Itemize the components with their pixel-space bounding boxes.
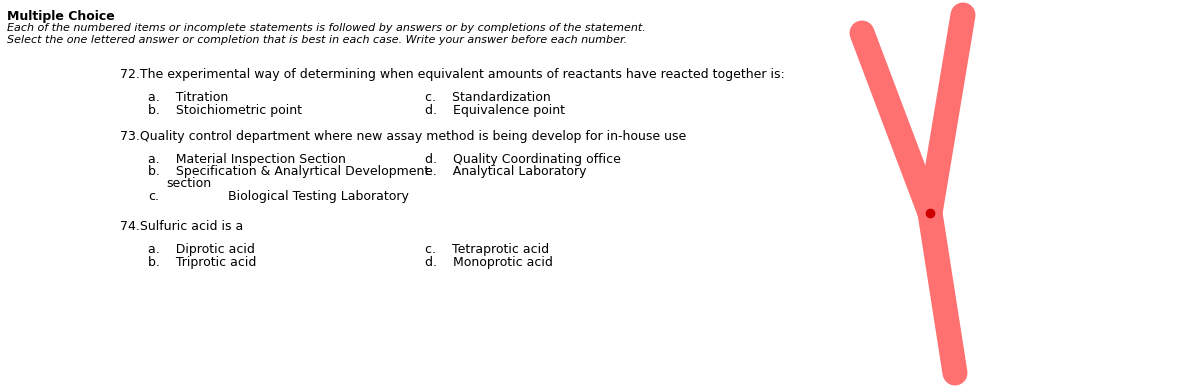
Text: 74.Sulfuric acid is a: 74.Sulfuric acid is a [120,220,244,233]
Text: c.    Standardization: c. Standardization [425,91,551,104]
Text: c.: c. [148,190,158,203]
Text: 73.Quality control department where new assay method is being develop for in-hou: 73.Quality control department where new … [120,130,686,143]
Text: c.    Tetraprotic acid: c. Tetraprotic acid [425,243,550,256]
Text: 72.The experimental way of determining when equivalent amounts of reactants have: 72.The experimental way of determining w… [120,68,785,81]
Text: Biological Testing Laboratory: Biological Testing Laboratory [228,190,409,203]
Text: Each of the numbered items or incomplete statements is followed by answers or by: Each of the numbered items or incomplete… [7,23,646,33]
Text: b.    Stoichiometric point: b. Stoichiometric point [148,104,302,117]
Text: a.    Diprotic acid: a. Diprotic acid [148,243,254,256]
Text: d.    Equivalence point: d. Equivalence point [425,104,565,117]
Text: b.    Specification & Analyrtical Development: b. Specification & Analyrtical Developme… [148,165,430,178]
Text: d.    Monoprotic acid: d. Monoprotic acid [425,256,553,269]
Text: Select the one lettered answer or completion that is best in each case. Write yo: Select the one lettered answer or comple… [7,35,628,45]
Text: section: section [166,177,211,190]
Text: a.    Titration: a. Titration [148,91,228,104]
Text: d.    Quality Coordinating office: d. Quality Coordinating office [425,153,620,166]
Text: Multiple Choice: Multiple Choice [7,10,115,23]
Text: a.    Material Inspection Section: a. Material Inspection Section [148,153,346,166]
Text: b.    Triprotic acid: b. Triprotic acid [148,256,257,269]
Text: e.    Analytical Laboratory: e. Analytical Laboratory [425,165,587,178]
